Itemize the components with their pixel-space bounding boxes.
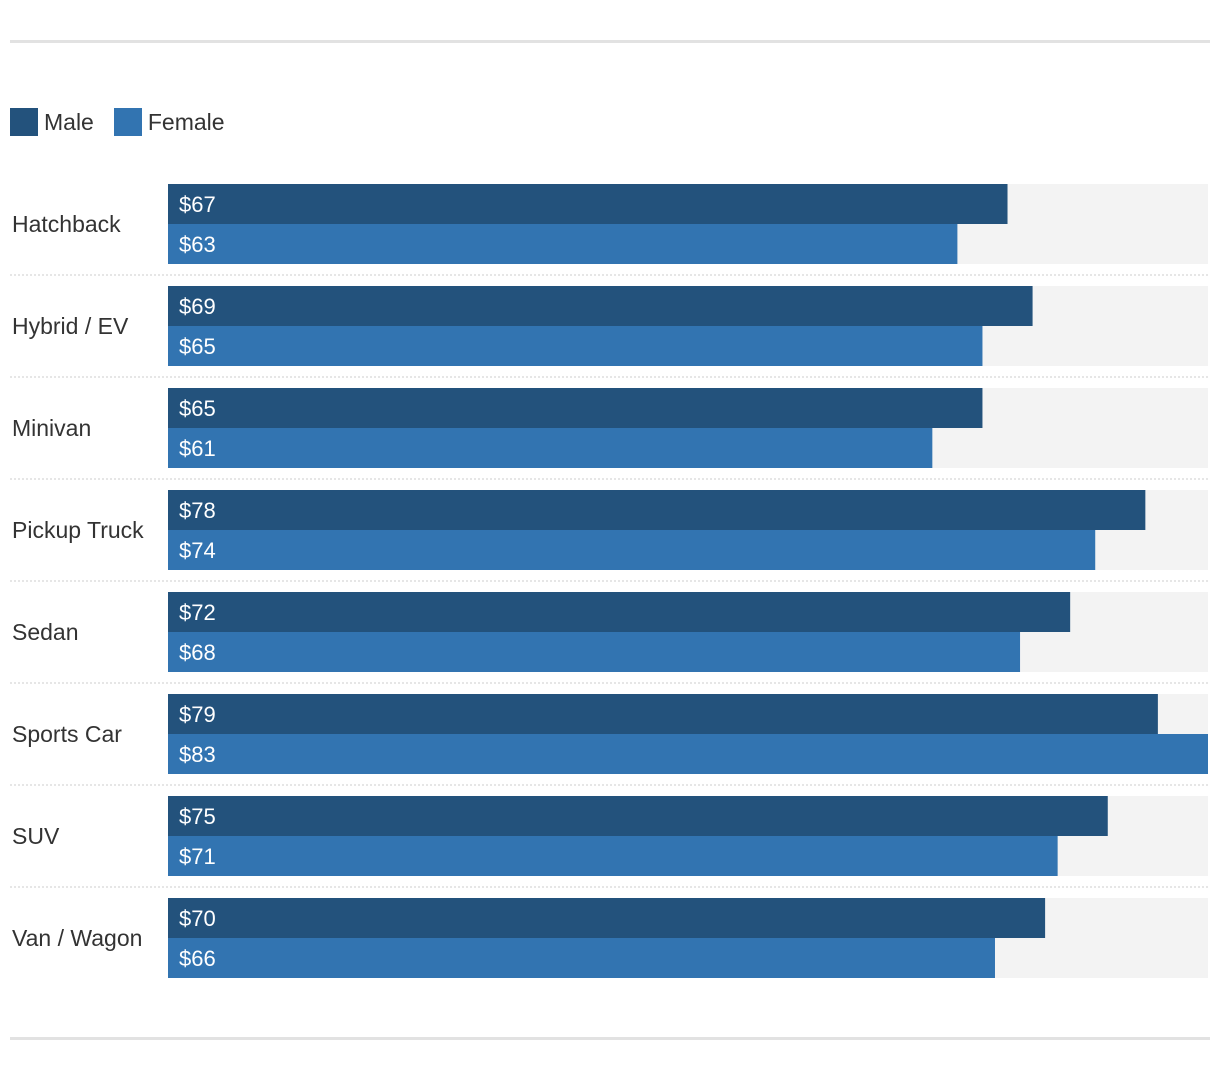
data-label-male: $78 <box>179 498 216 523</box>
legend-swatch-male <box>10 108 38 136</box>
bar-female <box>168 530 1096 570</box>
bar-male <box>168 694 1158 734</box>
legend-item-female: Female <box>113 108 225 136</box>
category-group-minivan: Minivan $65 $61 <box>10 388 1208 480</box>
data-label-male: $65 <box>179 396 216 421</box>
bar-male <box>168 592 1071 632</box>
bar-female <box>168 326 983 366</box>
data-label-male: $72 <box>179 600 216 625</box>
bar-male <box>168 286 1033 326</box>
category-label: Van / Wagon <box>12 925 142 951</box>
bar-female <box>168 836 1058 876</box>
category-group-suv: SUV $75 $71 <box>10 796 1208 888</box>
category-label: SUV <box>12 823 60 849</box>
category-label: Hatchback <box>12 211 121 237</box>
bar-male <box>168 490 1146 530</box>
data-label-female: $68 <box>179 640 216 665</box>
bar-male <box>168 796 1108 836</box>
bar-female <box>168 938 995 978</box>
bar-male <box>168 184 1008 224</box>
data-label-female: $71 <box>179 844 216 869</box>
legend-label-male: Male <box>44 109 94 135</box>
category-label: Sports Car <box>12 721 122 747</box>
data-label-female: $74 <box>179 538 216 563</box>
data-label-female: $83 <box>179 742 216 767</box>
bar-male <box>168 898 1046 938</box>
bar-female <box>168 632 1021 672</box>
legend-item-male: Male <box>10 108 94 136</box>
bar-female <box>168 224 958 264</box>
bottom-rule <box>10 1037 1210 1040</box>
data-label-male: $79 <box>179 702 216 727</box>
category-group-van-wagon: Van / Wagon $70 $66 <box>12 898 1208 978</box>
category-label: Minivan <box>12 415 91 441</box>
category-label: Sedan <box>12 619 79 645</box>
legend-label-female: Female <box>147 109 225 135</box>
data-label-female: $66 <box>179 946 216 971</box>
data-label-male: $75 <box>179 804 216 829</box>
legend-swatch-female <box>113 108 142 136</box>
data-label-male: $67 <box>179 192 216 217</box>
bar-female <box>168 428 933 468</box>
top-rule <box>10 40 1210 43</box>
data-label-female: $63 <box>179 232 216 257</box>
category-group-sports-car: Sports Car $79 $83 <box>10 694 1208 786</box>
category-group-hatchback: Hatchback $67 $63 <box>10 184 1208 276</box>
category-group-pickup-truck: Pickup Truck $78 $74 <box>10 490 1208 582</box>
bar-female <box>168 734 1208 774</box>
bar-male <box>168 388 983 428</box>
data-label-female: $61 <box>179 436 216 461</box>
data-label-female: $65 <box>179 334 216 359</box>
data-label-male: $69 <box>179 294 216 319</box>
category-group-hybrid-ev: Hybrid / EV $69 $65 <box>10 286 1208 378</box>
legend: Male Female <box>10 108 245 136</box>
category-label: Hybrid / EV <box>12 313 129 339</box>
data-label-male: $70 <box>179 906 216 931</box>
category-group-sedan: Sedan $72 $68 <box>10 592 1208 684</box>
category-label: Pickup Truck <box>12 517 144 543</box>
